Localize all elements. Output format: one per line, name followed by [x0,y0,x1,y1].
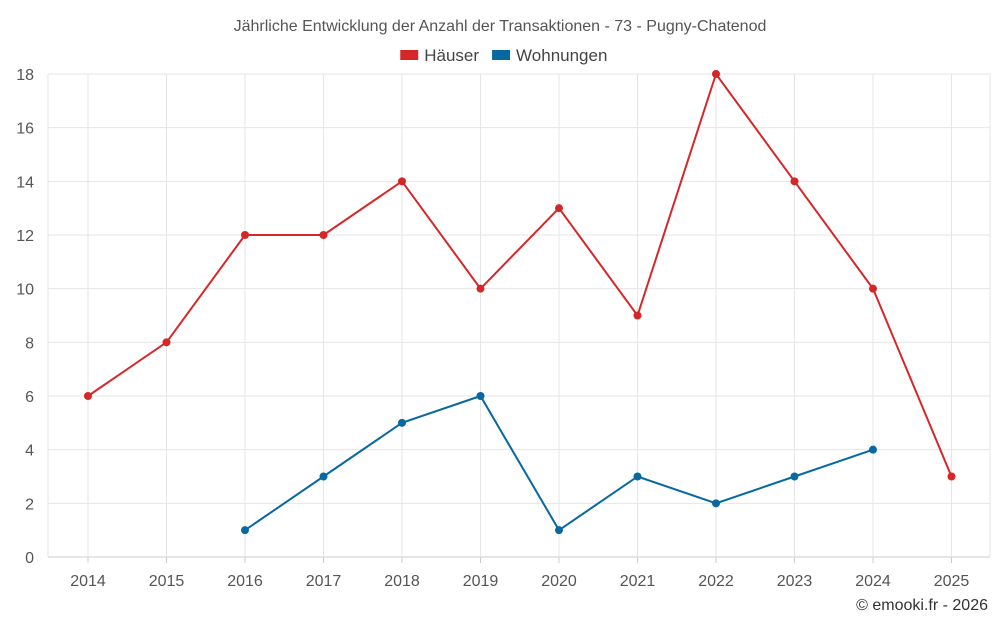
data-point-haeuser[interactable] [476,284,485,293]
y-tick-label: 14 [16,174,34,191]
credit-text: © emooki.fr - 2026 [856,597,988,614]
x-tick-label: 2019 [463,573,499,590]
data-point-haeuser[interactable] [84,392,92,400]
data-point-wohnungen[interactable] [241,526,249,535]
series-group [84,70,956,535]
y-tick-label: 6 [25,389,34,406]
data-point-haeuser[interactable] [869,284,877,293]
data-point-haeuser[interactable] [162,338,171,347]
x-tick-label: 2023 [777,573,813,590]
x-tick-label: 2017 [306,573,342,590]
y-tick-label: 8 [25,335,34,352]
x-tick-label: 2014 [70,573,106,590]
legend-label-wohnungen[interactable]: Wohnungen [516,46,607,65]
y-axis: 0 2 4 6 8 10 12 14 16 18 [16,67,34,567]
data-point-haeuser[interactable] [398,177,406,186]
data-point-haeuser[interactable] [947,472,956,481]
data-point-wohnungen[interactable] [869,445,877,454]
x-axis: 2014 2015 2016 2017 2018 2019 2020 2021 2022 2023… [70,557,969,590]
legend-swatch-wohnungen [492,50,511,60]
x-tick-label: 2020 [541,573,577,590]
x-tick-label: 2018 [384,573,420,590]
gridlines [47,73,991,558]
data-point-wohnungen[interactable] [555,526,563,535]
y-tick-label: 12 [16,228,34,245]
y-tick-label: 16 [16,121,34,138]
data-point-haeuser[interactable] [241,231,249,239]
data-point-haeuser[interactable] [555,204,563,213]
x-tick-label: 2021 [620,573,656,590]
y-tick-label: 10 [16,282,34,299]
legend-swatch-haeuser [400,50,419,60]
legend-label-haeuser[interactable]: Häuser [424,46,479,65]
x-tick-label: 2016 [227,573,263,590]
chart-title: Jährliche Entwicklung der Anzahl der Tra… [234,18,767,35]
x-tick-label: 2015 [149,573,185,590]
data-point-wohnungen[interactable] [319,472,328,481]
series-line-haeuser [87,71,953,477]
data-point-wohnungen[interactable] [398,418,406,427]
data-point-haeuser[interactable] [319,231,328,239]
y-tick-label: 2 [25,496,34,513]
data-point-wohnungen[interactable] [790,472,799,481]
y-tick-label: 18 [16,67,34,84]
data-point-wohnungen[interactable] [633,472,642,481]
x-tick-label: 2025 [934,573,970,590]
data-point-haeuser[interactable] [633,311,642,320]
x-tick-label: 2022 [698,573,734,590]
x-tick-label: 2024 [855,573,891,590]
data-point-haeuser[interactable] [790,177,799,186]
data-point-wohnungen[interactable] [476,392,485,400]
y-tick-label: 4 [25,443,34,460]
y-tick-label: 0 [25,550,34,567]
legend: Häuser Wohnungen [400,46,607,65]
data-point-wohnungen[interactable] [712,499,720,508]
data-point-haeuser[interactable] [712,70,720,78]
